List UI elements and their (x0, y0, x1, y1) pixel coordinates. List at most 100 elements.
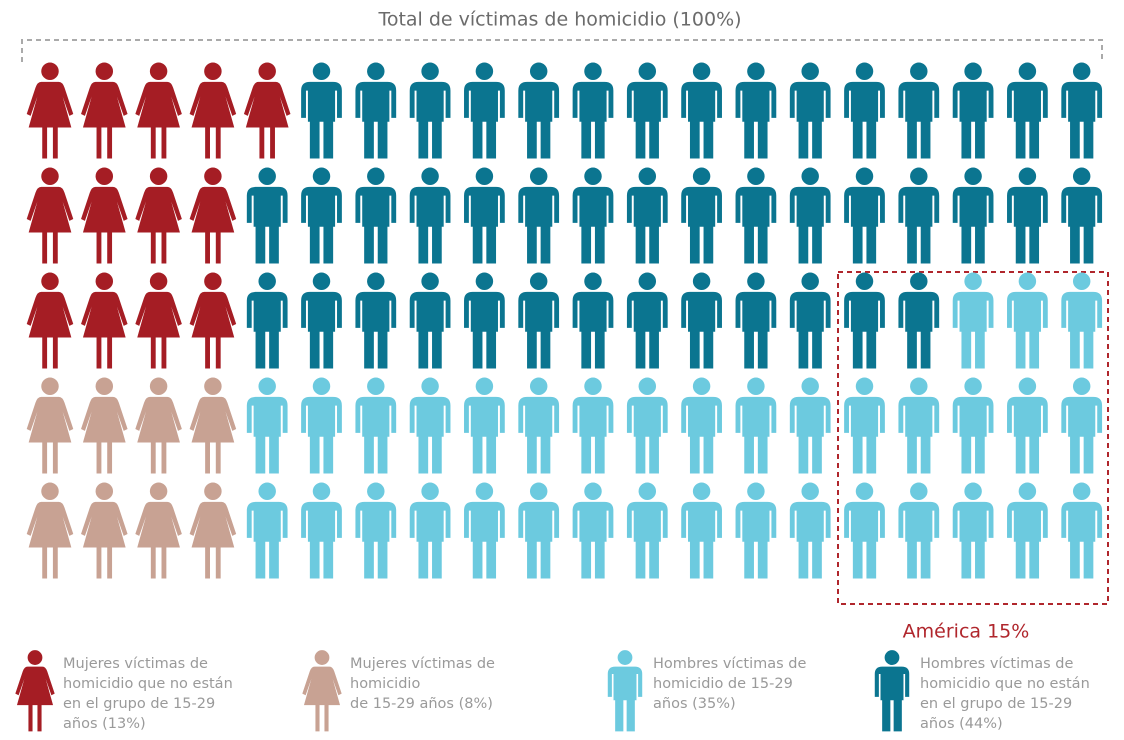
man-icon (952, 377, 994, 474)
head (584, 167, 602, 185)
man-icon (1007, 272, 1048, 369)
man-icon (898, 482, 940, 579)
body (952, 81, 994, 159)
woman-icon (135, 272, 182, 369)
body (518, 291, 560, 369)
body (301, 81, 342, 159)
woman-icon (81, 377, 128, 474)
body (735, 291, 777, 369)
body (189, 186, 237, 264)
man-icon (626, 482, 668, 579)
head (910, 62, 928, 80)
head (529, 167, 548, 185)
body (735, 81, 777, 159)
head (855, 377, 874, 395)
man-icon (844, 272, 885, 369)
man-icon (1007, 377, 1048, 474)
head (529, 482, 548, 500)
head (529, 377, 548, 395)
woman-icon (26, 272, 74, 369)
man-icon (572, 62, 614, 159)
man-icon (518, 482, 560, 579)
head (1018, 272, 1037, 290)
head (801, 62, 819, 80)
woman-icon (135, 377, 182, 474)
body (26, 396, 74, 474)
head (855, 272, 874, 290)
head (801, 482, 819, 500)
body (26, 81, 74, 159)
woman-icon (189, 377, 237, 474)
body (409, 396, 451, 474)
man-icon (607, 650, 643, 732)
head (475, 62, 494, 80)
man-icon (1061, 377, 1103, 474)
head (855, 482, 874, 500)
body (898, 291, 940, 369)
head (855, 167, 874, 185)
body (1007, 81, 1048, 159)
body (409, 501, 451, 579)
man-icon (874, 650, 910, 732)
head (584, 62, 602, 80)
body (952, 396, 994, 474)
body (789, 291, 831, 369)
head (149, 167, 168, 185)
head (801, 167, 819, 185)
man-icon (246, 482, 288, 579)
man-icon (301, 377, 342, 474)
woman-icon (26, 167, 74, 264)
man-icon (409, 377, 451, 474)
head (421, 167, 439, 185)
man-icon (844, 62, 885, 159)
chart-title: Total de víctimas de homicidio (100%) (377, 9, 741, 31)
man-icon (464, 167, 505, 264)
body (301, 186, 342, 264)
body (898, 501, 940, 579)
head (258, 482, 276, 500)
head (27, 650, 43, 665)
man-icon (681, 167, 722, 264)
head (367, 377, 385, 395)
body (626, 501, 668, 579)
man-icon (572, 482, 614, 579)
head (367, 272, 385, 290)
body (355, 291, 397, 369)
head (149, 272, 168, 290)
head (801, 377, 819, 395)
head (747, 62, 765, 80)
head (884, 650, 900, 665)
body (135, 186, 182, 264)
body (1061, 396, 1103, 474)
body (464, 291, 505, 369)
head (475, 482, 494, 500)
man-icon (735, 272, 777, 369)
body (81, 186, 128, 264)
body (135, 396, 182, 474)
man-icon (301, 62, 342, 159)
body (681, 501, 722, 579)
body (518, 396, 560, 474)
man-icon (409, 167, 451, 264)
woman-icon (135, 62, 182, 159)
head (964, 272, 982, 290)
man-icon (952, 62, 994, 159)
man-icon (301, 482, 342, 579)
body (844, 186, 885, 264)
head (692, 272, 711, 290)
head (258, 62, 276, 80)
head (584, 272, 602, 290)
body (874, 666, 910, 732)
head (638, 62, 657, 80)
man-icon (518, 377, 560, 474)
body (952, 291, 994, 369)
woman-icon (81, 62, 128, 159)
woman-icon (302, 650, 342, 732)
head (1072, 167, 1091, 185)
head (41, 62, 59, 80)
man-icon (789, 62, 831, 159)
man-icon (898, 167, 940, 264)
man-icon (789, 377, 831, 474)
body (26, 501, 74, 579)
body (243, 81, 291, 159)
